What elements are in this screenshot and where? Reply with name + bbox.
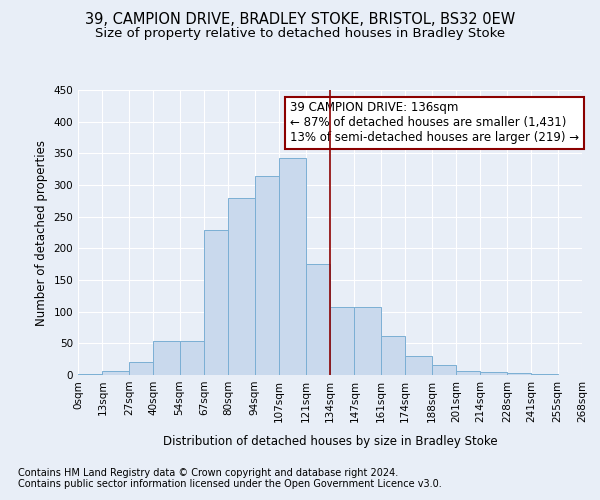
Bar <box>355 306 381 375</box>
Bar <box>305 264 330 375</box>
Text: Size of property relative to detached houses in Bradley Stoke: Size of property relative to detached ho… <box>95 28 505 40</box>
Bar <box>330 306 355 375</box>
Bar <box>456 371 481 375</box>
Bar <box>381 336 405 375</box>
Bar <box>431 365 456 375</box>
Bar <box>531 374 557 375</box>
Bar <box>129 362 153 375</box>
Bar <box>405 356 431 375</box>
Text: 39 CAMPION DRIVE: 136sqm
← 87% of detached houses are smaller (1,431)
13% of sem: 39 CAMPION DRIVE: 136sqm ← 87% of detach… <box>290 102 579 144</box>
Text: Contains public sector information licensed under the Open Government Licence v3: Contains public sector information licen… <box>18 479 442 489</box>
Text: Contains HM Land Registry data © Crown copyright and database right 2024.: Contains HM Land Registry data © Crown c… <box>18 468 398 477</box>
Text: 39, CAMPION DRIVE, BRADLEY STOKE, BRISTOL, BS32 0EW: 39, CAMPION DRIVE, BRADLEY STOKE, BRISTO… <box>85 12 515 28</box>
Bar <box>153 342 179 375</box>
Y-axis label: Number of detached properties: Number of detached properties <box>35 140 48 326</box>
Bar <box>78 374 103 375</box>
Text: Distribution of detached houses by size in Bradley Stoke: Distribution of detached houses by size … <box>163 435 497 448</box>
Bar <box>279 158 305 375</box>
Bar <box>103 370 129 375</box>
Bar <box>507 373 531 375</box>
Bar <box>204 230 229 375</box>
Bar <box>481 372 507 375</box>
Bar <box>255 176 279 375</box>
Bar <box>179 342 204 375</box>
Bar <box>229 198 255 375</box>
